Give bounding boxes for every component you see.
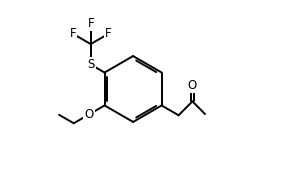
Text: S: S bbox=[87, 58, 94, 71]
Text: O: O bbox=[188, 79, 197, 92]
Text: F: F bbox=[87, 17, 94, 30]
Text: F: F bbox=[105, 27, 112, 40]
Text: F: F bbox=[70, 27, 76, 40]
Text: O: O bbox=[85, 108, 94, 121]
